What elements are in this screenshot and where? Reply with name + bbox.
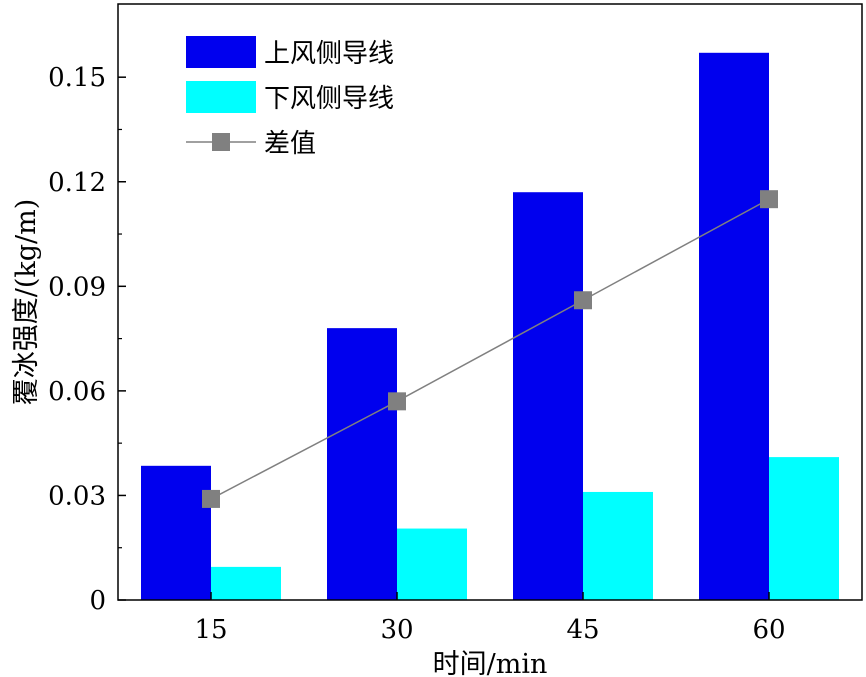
y-tick-label: 0.12 bbox=[48, 168, 106, 198]
y-tick-label: 0.06 bbox=[48, 377, 106, 407]
plot-area bbox=[141, 52, 839, 601]
axes: 0 0.03 0.06 0.09 0.12 0.15 15 30 45 60 时间/min 覆冰强度/… bbox=[11, 3, 863, 677]
series-0-bar-60 bbox=[699, 52, 769, 600]
series-0-bar-30 bbox=[327, 328, 397, 600]
series-2-legend-label: 差值 bbox=[264, 129, 316, 159]
series-0-bar-45 bbox=[513, 192, 583, 601]
x-tick-label: 30 bbox=[380, 615, 413, 645]
y-tick-label: 0 bbox=[89, 586, 106, 616]
series-2-marker-45 bbox=[574, 291, 592, 310]
series-2-marker-60 bbox=[760, 190, 778, 209]
y-axis-label: 覆冰强度/(kg/m) bbox=[11, 199, 42, 406]
y-tick-label: 0.03 bbox=[48, 481, 106, 511]
series-1-legend-label: 下风侧导线 bbox=[264, 84, 394, 114]
series-2-legend-marker bbox=[212, 133, 230, 151]
x-tick-label: 15 bbox=[194, 615, 227, 645]
y-tick-label: 0.09 bbox=[48, 272, 106, 302]
series-1-bar-30 bbox=[397, 528, 467, 600]
x-tick-label: 45 bbox=[566, 615, 599, 645]
series-0-legend-swatch bbox=[186, 36, 256, 68]
series-1-bar-15 bbox=[211, 566, 281, 600]
series-0-bar-15 bbox=[141, 465, 211, 600]
x-tick-label: 60 bbox=[752, 615, 785, 645]
x-axis-label: 时间/min bbox=[433, 649, 548, 677]
y-tick-label: 0.15 bbox=[48, 63, 106, 93]
series-1-legend-swatch bbox=[186, 81, 256, 113]
series-2-marker-15 bbox=[202, 489, 220, 508]
plot-frame bbox=[117, 3, 863, 601]
series-2-line bbox=[210, 198, 770, 500]
series-2-marker-30 bbox=[388, 392, 406, 411]
series-1-bar-45 bbox=[583, 491, 653, 600]
series-1-bar-60 bbox=[769, 457, 839, 600]
series-0-legend-label: 上风侧导线 bbox=[264, 39, 394, 69]
